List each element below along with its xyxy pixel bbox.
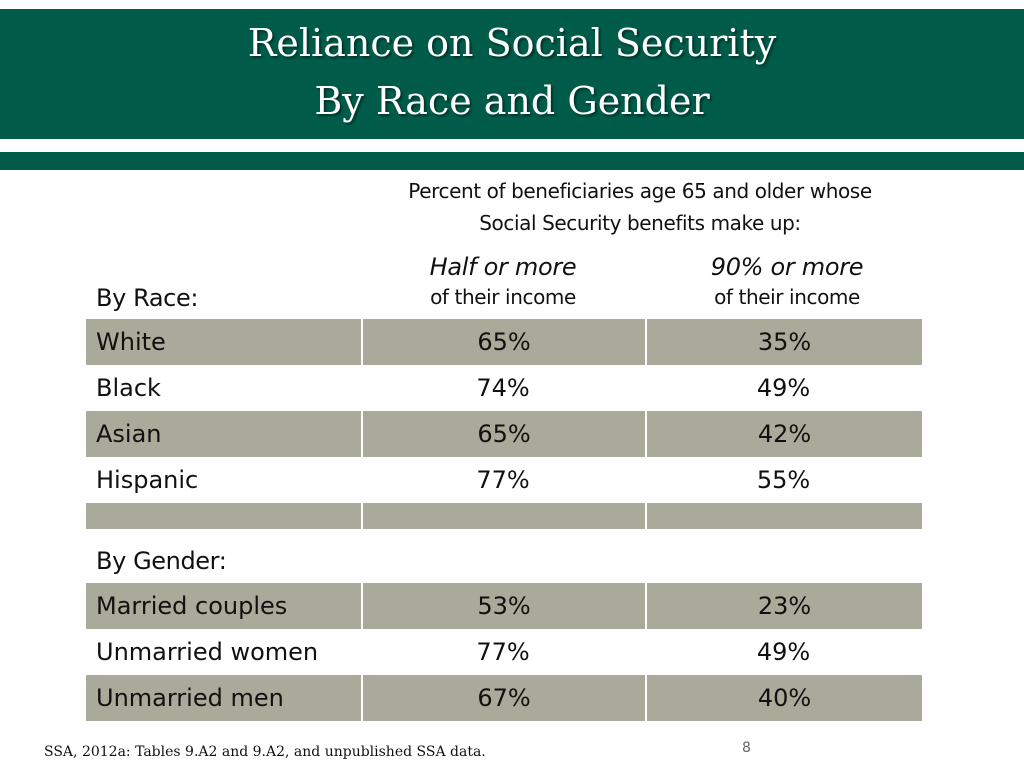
row-label: Black [96, 374, 161, 402]
row-label: Hispanic [96, 466, 199, 494]
row-label: White [96, 328, 166, 356]
row-label: Asian [96, 420, 162, 448]
ninety-or-more-value: 35% [645, 319, 922, 365]
ninety-or-more-value: 55% [756, 466, 811, 494]
half-or-more-value: 77% [476, 638, 530, 666]
half-or-more-value: 74% [476, 374, 530, 402]
ninety-or-more-value: 49% [756, 638, 811, 666]
ninety-or-more-value: 23% [645, 583, 922, 629]
ninety-or-more-value: 42% [645, 411, 922, 457]
table-row: Unmarried men 67% 40% [86, 675, 922, 721]
table-row: Married couples 53% 23% [86, 583, 922, 629]
source-citation: SSA, 2012a: Tables 9.A2 and 9.A2, and un… [44, 744, 486, 760]
table-row: White 65% 35% [86, 319, 922, 365]
ninety-or-more-value: 49% [756, 374, 811, 402]
table-caption-line-1: Percent of beneficiaries age 65 and olde… [408, 179, 872, 203]
table-spacer-row [86, 503, 922, 529]
half-or-more-value: 65% [361, 411, 645, 457]
table-caption-line-2: Social Security benefits make up: [479, 211, 801, 235]
section-label-race: By Race: [96, 284, 198, 312]
column-header-90-or-more: 90% or more of their income [645, 253, 929, 309]
section-label-gender: By Gender: [96, 547, 227, 575]
column-header-sub: of their income [430, 285, 576, 309]
slide-title-line-1: Reliance on Social Security [247, 21, 777, 65]
spacer-cell [645, 503, 922, 529]
half-or-more-value: 65% [361, 319, 645, 365]
page-number: 8 [742, 740, 751, 756]
column-header-sub: of their income [714, 285, 860, 309]
table-row: Black 74% 49% [86, 365, 922, 411]
row-label: Married couples [96, 592, 288, 620]
spacer-cell [86, 503, 361, 529]
half-or-more-value: 77% [476, 466, 530, 494]
column-header-half-or-more: Half or more of their income [361, 253, 645, 309]
column-header-main: 90% or more [710, 253, 864, 281]
title-underline-stripe [0, 152, 1024, 170]
table-row: Hispanic 77% 55% [86, 457, 922, 503]
title-banner [0, 9, 1024, 139]
column-header-main: Half or more [429, 253, 577, 281]
ninety-or-more-value: 40% [645, 675, 922, 721]
row-label: Unmarried women [96, 638, 319, 666]
half-or-more-value: 53% [361, 583, 645, 629]
row-label: Unmarried men [96, 684, 284, 712]
spacer-cell [361, 503, 645, 529]
slide-title-line-2: By Race and Gender [314, 79, 710, 123]
table-row: Asian 65% 42% [86, 411, 922, 457]
half-or-more-value: 67% [361, 675, 645, 721]
table-row: Unmarried women 77% 49% [86, 629, 922, 675]
